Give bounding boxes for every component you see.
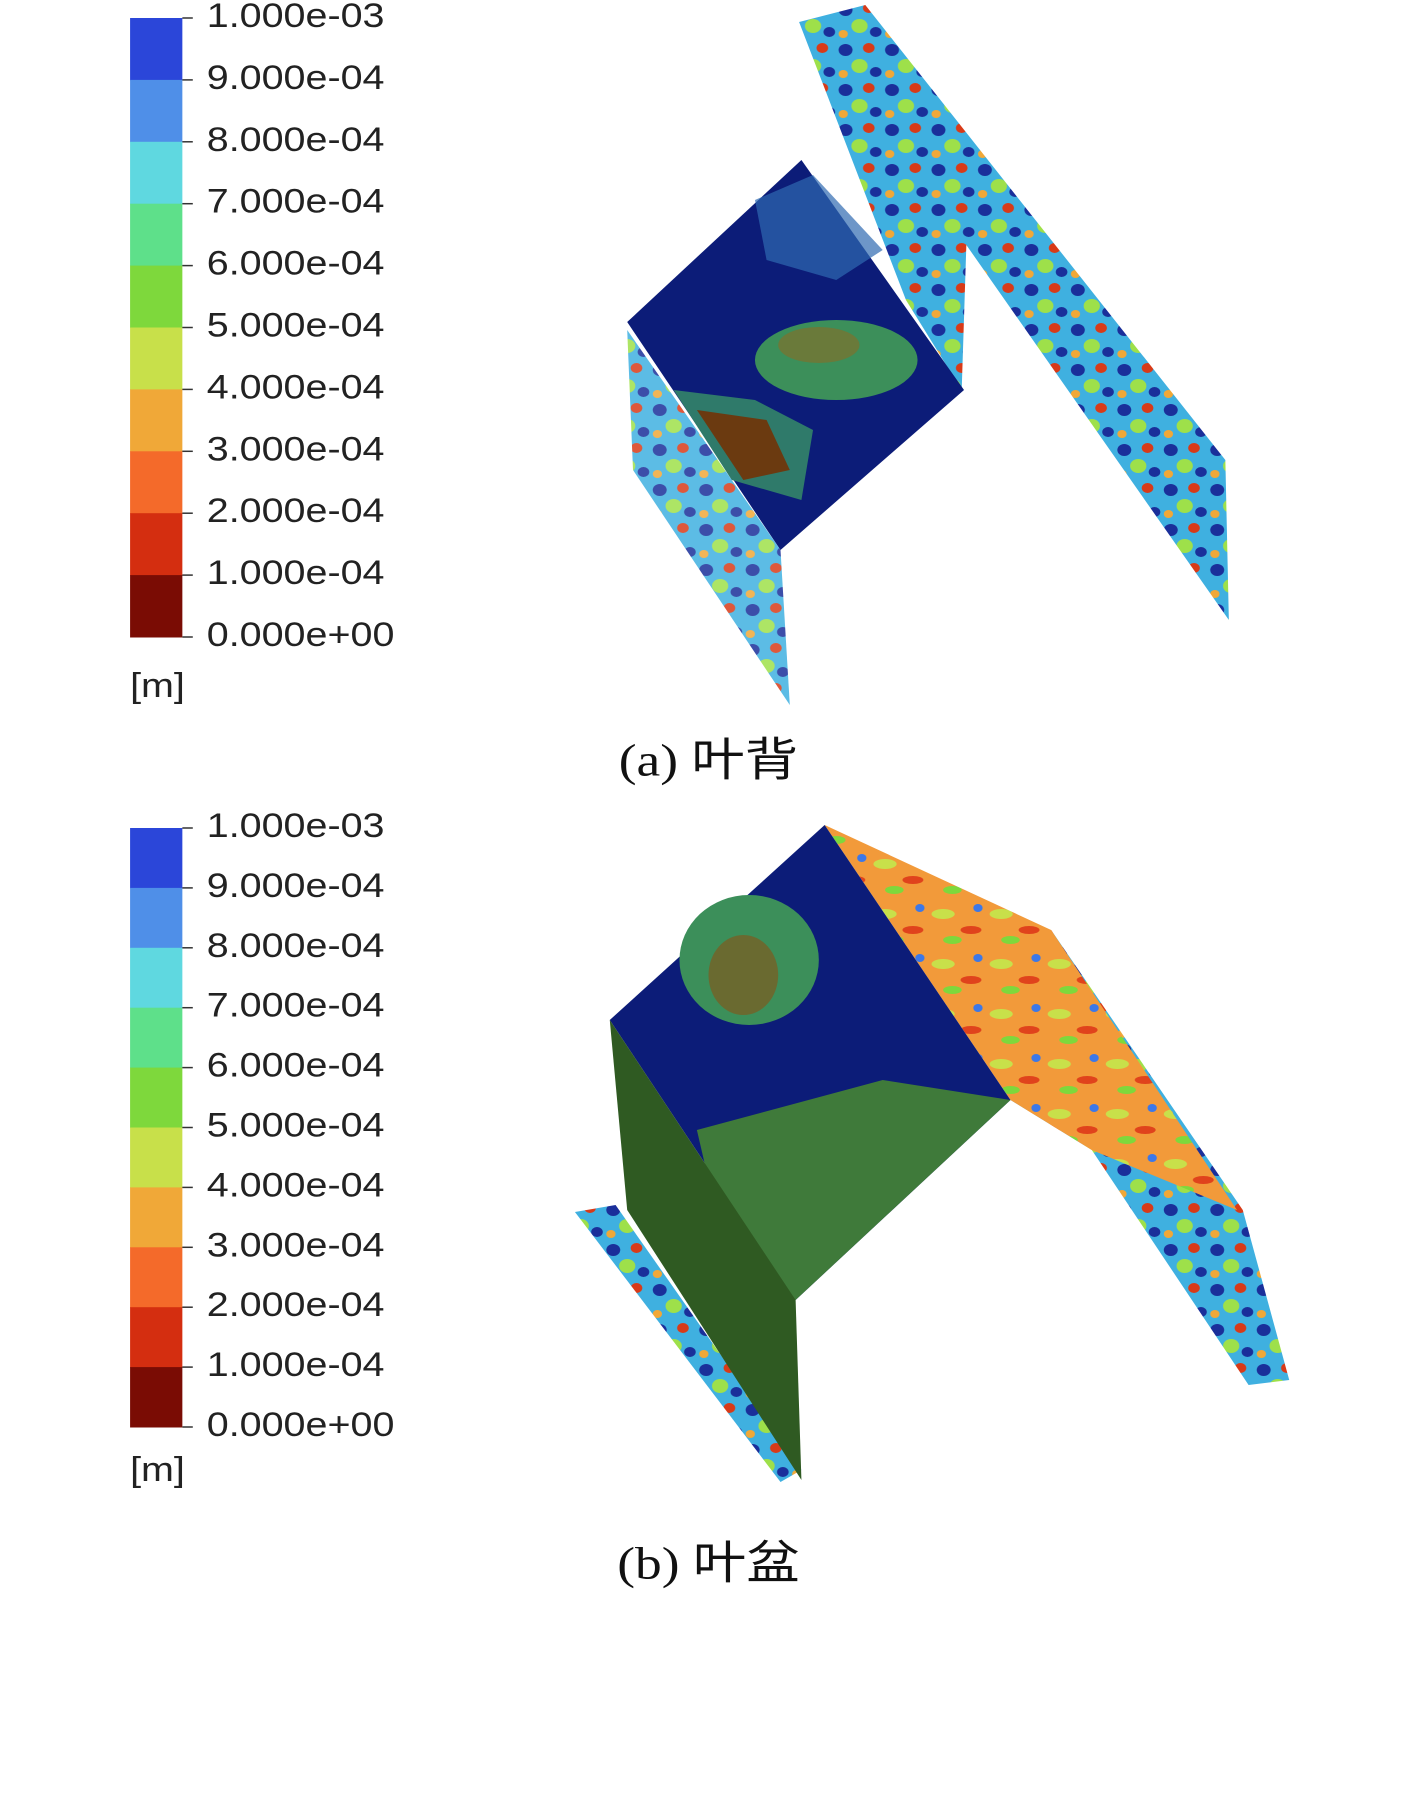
legend-swatch (130, 1307, 183, 1368)
contour (696, 1080, 1011, 1300)
legend-swatch (130, 1067, 183, 1128)
blade-strip (574, 1205, 802, 1482)
legend-label: 0.000e+00 (207, 616, 395, 654)
legend-swatch (130, 513, 183, 576)
legend-swatch (130, 1367, 183, 1428)
legend-unit: [m] (130, 1451, 185, 1489)
legend-label: 9.000e-04 (207, 58, 385, 96)
legend-swatch (130, 18, 183, 81)
legend-label: 2.000e-04 (207, 1286, 385, 1324)
contour (708, 935, 779, 1015)
legend-label: 3.000e-04 (207, 1226, 385, 1264)
legend-label: 5.000e-04 (207, 306, 385, 344)
legend-swatch (130, 141, 183, 205)
legend-swatch (130, 575, 183, 638)
legend-label: 4.000e-04 (207, 1166, 385, 1204)
legend-label: 3.000e-04 (207, 430, 385, 468)
legend-label: 4.000e-04 (207, 368, 385, 406)
blade-side (609, 1020, 802, 1480)
render-b (574, 825, 1290, 1482)
contour (696, 410, 790, 480)
legend-label: 7.000e-04 (207, 986, 385, 1024)
legend-label: 7.000e-04 (207, 182, 385, 220)
legend-swatch (130, 1127, 183, 1188)
legend-swatch (130, 265, 183, 328)
blade-strip (799, 5, 1229, 620)
contour (754, 175, 883, 280)
legend-swatch (130, 1247, 183, 1308)
legend-label: 1.000e-04 (207, 554, 385, 592)
blade-side (627, 330, 790, 705)
legend-swatch (130, 203, 183, 267)
legend-label: 8.000e-04 (207, 926, 385, 964)
legend-swatch (130, 79, 183, 143)
legend-swatch (130, 389, 183, 452)
legend-swatch (130, 828, 183, 889)
render-a (627, 5, 1229, 705)
legend-label: 1.000e-03 (207, 807, 385, 845)
legend-swatch (130, 327, 183, 390)
legend-label: 5.000e-04 (207, 1106, 385, 1144)
legend-label: 1.000e-04 (207, 1346, 385, 1384)
legend-swatch (130, 1007, 183, 1069)
legend-label: 6.000e-04 (207, 244, 385, 282)
legend-label: 1.000e-03 (207, 0, 385, 34)
legend-label: 8.000e-04 (207, 120, 385, 158)
legend-swatch (130, 887, 183, 949)
legend-unit: [m] (130, 667, 185, 705)
legend-label: 6.000e-04 (207, 1046, 385, 1084)
legend-label: 9.000e-04 (207, 866, 385, 904)
legend-label: 2.000e-04 (207, 492, 385, 530)
caption: (a) 叶背 (619, 735, 798, 786)
legend-swatch (130, 1187, 183, 1248)
legend-label: 0.000e+00 (207, 1406, 395, 1444)
contour (778, 327, 860, 363)
caption: (b) 叶盆 (617, 1538, 799, 1589)
legend-swatch (130, 947, 183, 1009)
legend-swatch (130, 451, 183, 514)
blade-roof (824, 825, 1237, 1210)
